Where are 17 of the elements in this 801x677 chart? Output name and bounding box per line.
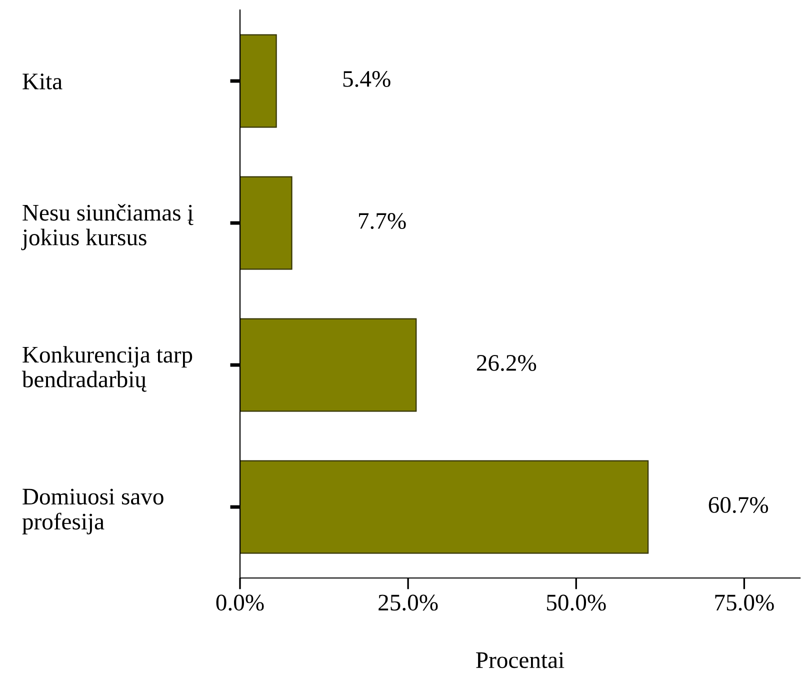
x-tick-label: 75.0% (715, 594, 774, 611)
bar (240, 318, 417, 412)
y-tick-label: Domiuosi savo profesija (22, 488, 164, 534)
x-tick-label: 25.0% (378, 594, 438, 611)
bar (240, 460, 649, 554)
data-label: 5.4% (343, 70, 390, 88)
bar (240, 176, 292, 270)
data-label: 60.7% (708, 496, 768, 514)
y-tick-label: Kita (22, 74, 62, 90)
data-label: 26.2% (476, 354, 536, 372)
x-axis-title: Procentai (476, 652, 564, 668)
y-tick-label: Konkurencija tarp bendradarbių (22, 346, 192, 392)
data-label: 7.7% (359, 212, 406, 230)
x-tick-label: 50.0% (547, 594, 606, 611)
y-tick-label: Nesu siunčiamas į jokius kursus (21, 204, 194, 250)
bar (240, 34, 277, 128)
x-tick-label: 0.0% (216, 594, 264, 611)
